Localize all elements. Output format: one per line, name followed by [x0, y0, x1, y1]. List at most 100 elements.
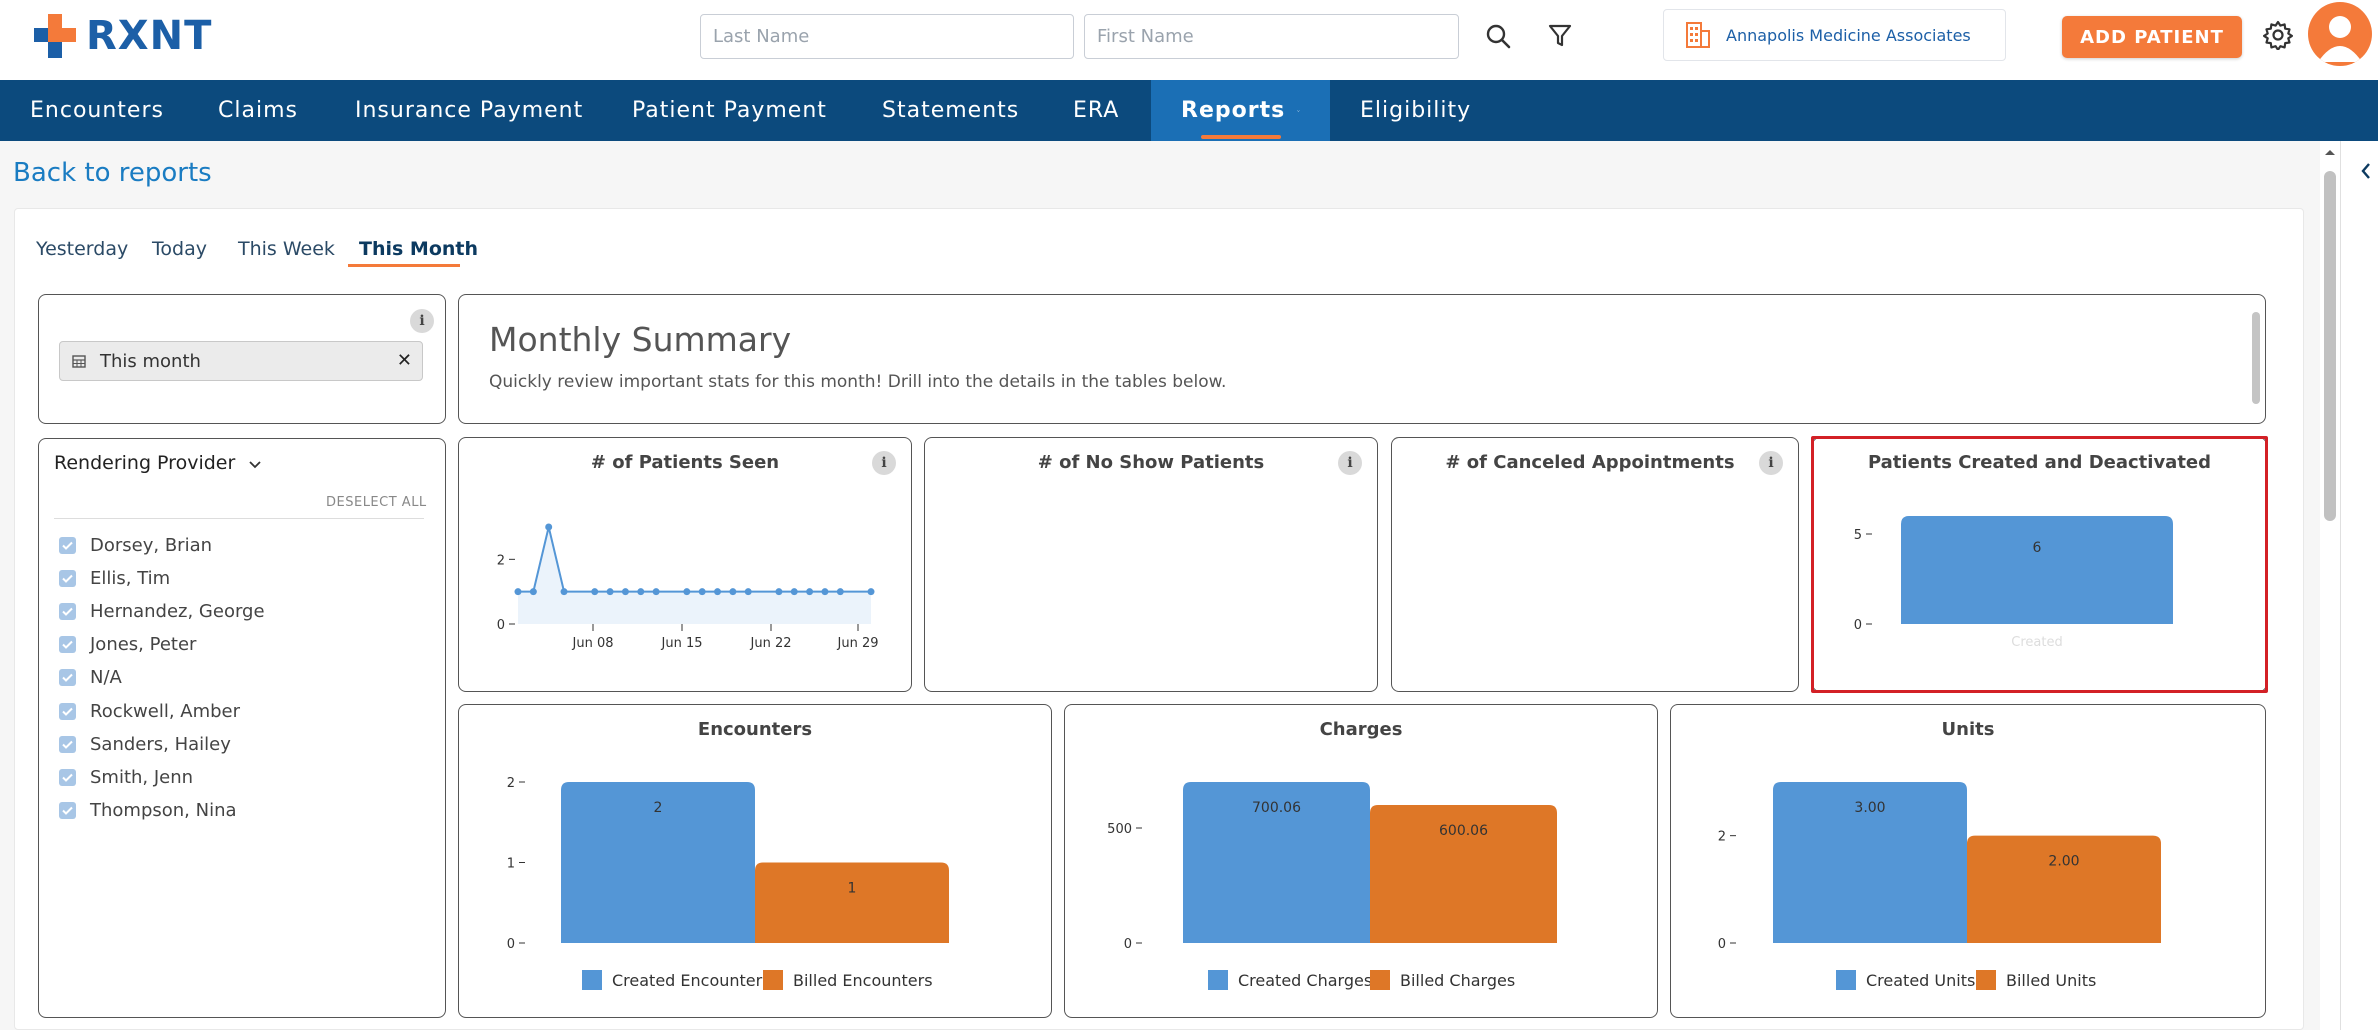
scrollbar-thumb[interactable]	[2324, 171, 2336, 521]
data-point	[652, 588, 660, 596]
date-range-label: This month	[100, 350, 201, 372]
divider	[54, 518, 424, 519]
filter-icon[interactable]	[1544, 20, 1576, 52]
checkbox-checked-icon[interactable]	[59, 569, 76, 587]
checkbox-checked-icon[interactable]	[59, 536, 76, 554]
provider-checkbox-row[interactable]: Smith, Jenn	[59, 765, 193, 789]
provider-dropdown[interactable]: Rendering Provider	[54, 452, 261, 474]
y-tick-label: 2	[497, 553, 505, 568]
chevron-left-icon[interactable]	[2360, 162, 2372, 180]
checkbox-checked-icon[interactable]	[59, 602, 76, 620]
y-tick-label: 500	[1107, 822, 1132, 837]
patients-seen-title: # of Patients Seen	[590, 452, 780, 473]
chevron-down-icon	[1297, 109, 1300, 112]
nav-reports[interactable]: Reports	[1151, 80, 1330, 141]
legend-swatch-blue	[582, 970, 602, 990]
nav-insurance-payment[interactable]: Insurance Payment	[355, 98, 584, 123]
data-point	[545, 523, 553, 531]
legend-billed-units[interactable]: Billed Units	[1976, 970, 2096, 990]
data-point	[867, 588, 875, 596]
y-tick-label: 0	[507, 937, 515, 952]
legend-created-charges[interactable]: Created Charges	[1208, 970, 1372, 990]
selection-highlight	[1811, 436, 2268, 693]
provider-name: Thompson, Nina	[90, 800, 237, 822]
provider-checkbox-row[interactable]: Sanders, Hailey	[59, 732, 231, 756]
legend-label: Created Charges	[1238, 970, 1373, 990]
nav-claims[interactable]: Claims	[218, 98, 298, 123]
tab-today[interactable]: Today	[152, 238, 207, 260]
units-panel	[1670, 704, 2266, 1018]
provider-checkbox-row[interactable]: Ellis, Tim	[59, 566, 170, 590]
provider-checkbox-row[interactable]: Jones, Peter	[59, 633, 196, 657]
data-point	[591, 588, 599, 596]
y-tick-label: 1	[507, 857, 515, 872]
legend-billed-charges[interactable]: Billed Charges	[1370, 970, 1515, 990]
info-icon[interactable]: i	[1338, 451, 1362, 475]
gear-icon[interactable]	[2262, 19, 2294, 51]
checkbox-checked-icon[interactable]	[59, 702, 76, 720]
provider-checkbox-row[interactable]: Hernandez, George	[59, 599, 265, 623]
encounters-title: Encounters	[697, 719, 813, 740]
first-name-input[interactable]	[1084, 14, 1459, 59]
info-icon[interactable]: i	[1759, 451, 1783, 475]
deselect-all-button[interactable]: DESELECT ALL	[326, 495, 427, 510]
y-tick-label: 2	[507, 776, 515, 791]
checkbox-checked-icon[interactable]	[59, 669, 76, 687]
provider-checkbox-row[interactable]: Rockwell, Amber	[59, 699, 240, 723]
legend-label: Billed Units	[2006, 970, 2097, 990]
nav-era[interactable]: ERA	[1073, 98, 1120, 123]
nav-active-indicator	[1201, 135, 1281, 139]
side-panel-toggle-strip	[2340, 141, 2378, 1030]
summary-title: Monthly Summary	[489, 320, 792, 359]
provider-checkbox-row[interactable]: Thompson, Nina	[59, 799, 237, 823]
tab-this-week[interactable]: This Week	[238, 238, 335, 260]
checkbox-checked-icon[interactable]	[59, 768, 76, 786]
data-point	[621, 588, 629, 596]
close-icon[interactable]: ✕	[396, 350, 412, 371]
x-tick-label: Jun 29	[837, 636, 879, 651]
rxnt-logo[interactable]: RXNT	[32, 12, 212, 60]
nav-statements[interactable]: Statements	[882, 98, 1020, 123]
date-range-chip[interactable]: This month ✕	[59, 341, 423, 381]
legend-swatch-orange	[1976, 970, 1996, 990]
nav-encounters[interactable]: Encounters	[30, 98, 164, 123]
legend-billed-encounters[interactable]: Billed Encounters	[763, 970, 933, 990]
user-avatar[interactable]	[2308, 2, 2372, 66]
bar-data-label: 3.00	[1854, 800, 1885, 816]
data-point	[790, 588, 798, 596]
provider-name: Sanders, Hailey	[90, 733, 231, 755]
data-point	[744, 588, 752, 596]
provider-checkbox-row[interactable]: N/A	[59, 666, 122, 690]
tab-yesterday[interactable]: Yesterday	[36, 238, 129, 260]
bar-created	[1773, 782, 1967, 943]
legend-label: Billed Charges	[1400, 970, 1516, 990]
scroll-up-icon[interactable]	[2323, 147, 2337, 157]
canceled-appointments-title: # of Canceled Appointments	[1445, 452, 1735, 473]
legend-label: Created Units	[1866, 970, 1976, 990]
summary-scrollbar[interactable]	[2252, 312, 2260, 404]
y-tick-label: 2	[1718, 830, 1726, 845]
nav-patient-payment[interactable]: Patient Payment	[632, 98, 827, 123]
provider-dropdown-label: Rendering Provider	[54, 452, 236, 474]
provider-name: Hernandez, George	[90, 600, 265, 622]
tab-this-month[interactable]: This Month	[359, 238, 479, 260]
provider-checkbox-row[interactable]: Dorsey, Brian	[59, 533, 212, 557]
add-patient-button[interactable]: ADD PATIENT	[2062, 16, 2242, 58]
legend-created-encounters[interactable]: Created Encounters	[582, 970, 771, 990]
checkbox-checked-icon[interactable]	[59, 802, 76, 820]
info-icon[interactable]: i	[410, 309, 434, 333]
checkbox-checked-icon[interactable]	[59, 735, 76, 753]
search-icon[interactable]	[1482, 20, 1514, 52]
logo-cross-icon	[34, 14, 76, 58]
bar-data-label: 2	[654, 800, 663, 816]
last-name-input[interactable]	[700, 14, 1074, 59]
info-icon[interactable]: i	[872, 451, 896, 475]
practice-selector[interactable]: Annapolis Medicine Associates	[1663, 9, 2006, 61]
back-to-reports-link[interactable]: Back to reports	[13, 158, 212, 188]
provider-name: Rockwell, Amber	[90, 700, 241, 722]
checkbox-checked-icon[interactable]	[59, 636, 76, 654]
bar-data-label: 2.00	[2048, 854, 2079, 870]
nav-eligibility[interactable]: Eligibility	[1360, 98, 1472, 123]
legend-created-units[interactable]: Created Units	[1836, 970, 1975, 990]
